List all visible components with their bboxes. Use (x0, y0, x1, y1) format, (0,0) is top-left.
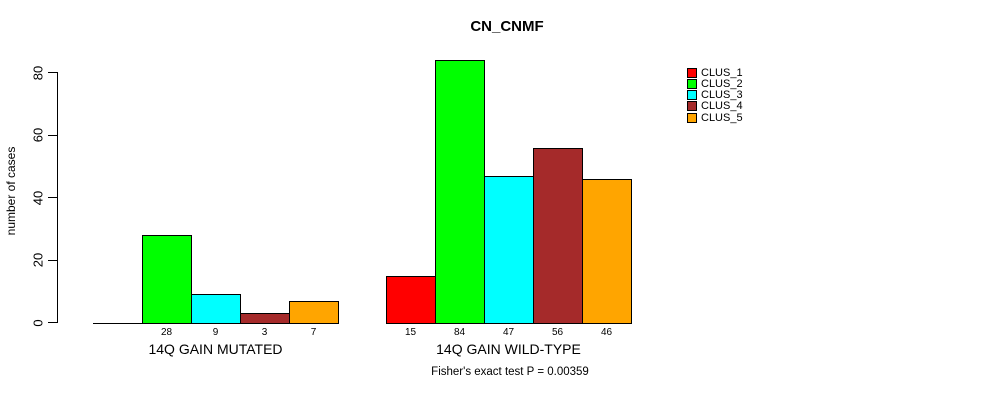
bar-value-label: 15 (404, 326, 417, 338)
bar-CLUS_1-group2 (386, 275, 436, 324)
y-tick (48, 197, 57, 198)
y-axis-line (57, 72, 58, 323)
bar-CLUS_5-group1 (289, 300, 339, 324)
legend-label-CLUS_3: CLUS_3 (701, 89, 743, 102)
chart-title: CN_CNMF (470, 18, 544, 35)
bar-CLUS_4-group1 (240, 313, 290, 324)
legend-label-CLUS_4: CLUS_4 (701, 100, 743, 113)
y-tick-label: 60 (30, 127, 46, 143)
y-tick (48, 259, 57, 261)
legend-swatch-CLUS_3 (687, 90, 697, 101)
x-group-label: 14Q GAIN WILD-TYPE (436, 341, 581, 357)
legend-swatch-CLUS_2 (687, 78, 697, 89)
bar-value-label: 9 (212, 326, 219, 338)
y-tick-label: 80 (30, 65, 46, 80)
bar-value-label: 56 (551, 326, 564, 338)
bar-value-label: 28 (160, 326, 173, 338)
y-tick-label: 40 (30, 190, 46, 205)
bar-CLUS_3-group1 (191, 294, 241, 324)
legend-label-CLUS_2: CLUS_2 (701, 77, 743, 90)
y-tick (48, 134, 57, 136)
legend-label-CLUS_1: CLUS_1 (701, 66, 743, 79)
bar-CLUS_2-group2 (435, 60, 485, 324)
y-tick (48, 322, 57, 323)
y-axis-title: number of cases (4, 146, 18, 236)
y-tick-label: 20 (30, 252, 46, 268)
bar-CLUS_3-group2 (484, 175, 534, 324)
annotation-caption: Fisher's exact test P = 0.00359 (431, 366, 589, 378)
bar-value-label: 3 (261, 326, 268, 338)
bar-value-label: 84 (453, 326, 466, 338)
y-tick (48, 72, 57, 73)
y-tick-label: 0 (30, 318, 46, 327)
bar-value-label: 7 (310, 326, 317, 338)
legend-swatch-CLUS_4 (687, 101, 697, 112)
legend-label-CLUS_5: CLUS_5 (701, 111, 743, 124)
bar-CLUS_4-group2 (533, 147, 583, 324)
bar-CLUS_5-group2 (582, 178, 632, 324)
bar-CLUS_2-group1 (142, 235, 192, 324)
legend-swatch-CLUS_5 (687, 112, 697, 123)
bar-value-label: 47 (502, 326, 515, 338)
legend-swatch-CLUS_1 (687, 67, 697, 78)
bar-value-label: 46 (600, 326, 613, 338)
x-group-label: 14Q GAIN MUTATED (148, 341, 283, 357)
